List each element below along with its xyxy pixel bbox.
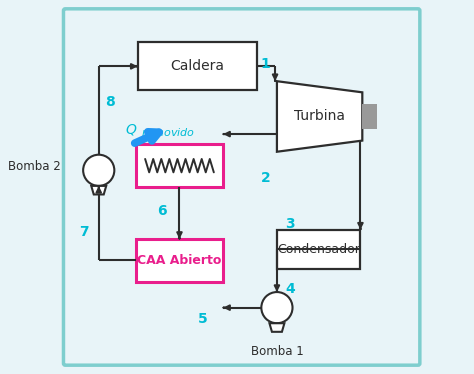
Text: Caldera: Caldera xyxy=(170,59,224,73)
Polygon shape xyxy=(277,81,362,152)
Circle shape xyxy=(83,155,114,186)
FancyBboxPatch shape xyxy=(136,144,223,187)
Polygon shape xyxy=(269,323,284,332)
Text: 4: 4 xyxy=(285,282,295,296)
Text: CAA Abierto: CAA Abierto xyxy=(137,254,222,267)
Text: 2: 2 xyxy=(261,171,271,185)
FancyBboxPatch shape xyxy=(277,230,360,269)
Text: $\mathit{removido}$: $\mathit{removido}$ xyxy=(141,126,196,138)
Text: $\mathit{Q}$: $\mathit{Q}$ xyxy=(125,122,137,137)
Polygon shape xyxy=(91,186,106,194)
Text: 3: 3 xyxy=(285,217,295,231)
FancyBboxPatch shape xyxy=(362,104,377,129)
FancyBboxPatch shape xyxy=(138,42,256,91)
Text: 1: 1 xyxy=(261,58,271,71)
FancyBboxPatch shape xyxy=(64,9,420,365)
Text: Bomba 2: Bomba 2 xyxy=(8,160,61,173)
FancyBboxPatch shape xyxy=(136,239,223,282)
Text: Condensador: Condensador xyxy=(277,243,360,256)
Text: Turbina: Turbina xyxy=(294,110,345,123)
Text: 5: 5 xyxy=(198,312,208,326)
Text: 8: 8 xyxy=(105,95,115,108)
Circle shape xyxy=(261,292,292,323)
Text: Bomba 1: Bomba 1 xyxy=(251,344,303,358)
Text: 6: 6 xyxy=(157,204,167,218)
Text: 7: 7 xyxy=(79,224,89,239)
